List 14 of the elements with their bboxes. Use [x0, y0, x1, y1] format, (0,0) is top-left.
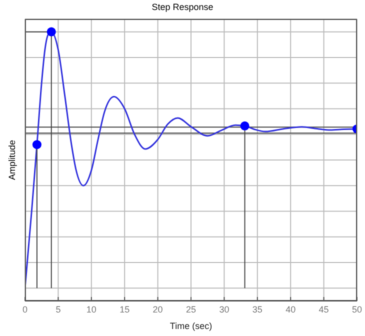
y-axis-title: Amplitude: [7, 140, 17, 180]
x-tick-label: 0: [22, 304, 28, 314]
x-tick-label: 50: [352, 304, 362, 314]
x-tick-label: 25: [186, 304, 196, 314]
x-tick-label: 20: [152, 304, 163, 314]
x-tick-label: 10: [86, 304, 96, 314]
x-axis-title: Time (sec): [170, 321, 212, 331]
x-tick-label: 5: [56, 304, 61, 314]
x-tick-label: 35: [252, 304, 262, 314]
chart-title: Step Response: [150, 2, 214, 12]
x-tick-label: 40: [286, 304, 296, 314]
x-tick-label: 30: [219, 304, 230, 314]
x-tick-label: 45: [318, 304, 329, 314]
x-tick-label: 15: [120, 304, 130, 314]
